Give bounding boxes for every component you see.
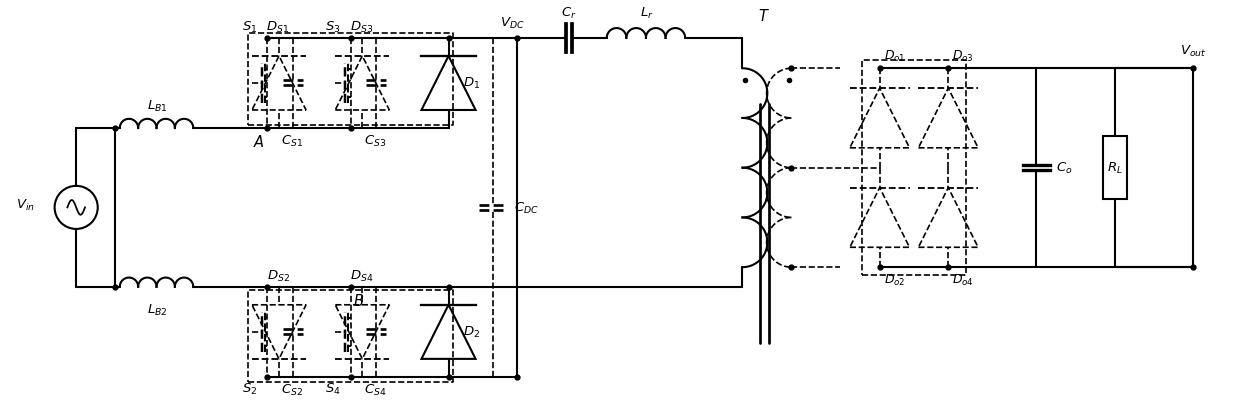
Text: $D_{S2}$: $D_{S2}$ <box>267 268 289 283</box>
Text: $D_2$: $D_2$ <box>464 325 480 339</box>
Text: B: B <box>353 293 363 308</box>
Text: $L_r$: $L_r$ <box>640 6 653 21</box>
Text: $V_{out}$: $V_{out}$ <box>1180 44 1207 59</box>
Text: $V_{DC}$: $V_{DC}$ <box>500 16 525 31</box>
Text: $C_{S1}$: $C_{S1}$ <box>281 133 304 149</box>
Text: $D_{S1}$: $D_{S1}$ <box>267 20 290 35</box>
Text: $L_{B1}$: $L_{B1}$ <box>148 99 167 114</box>
Text: $T$: $T$ <box>758 8 770 24</box>
Text: $D_{o1}$: $D_{o1}$ <box>884 49 905 64</box>
Text: $S_2$: $S_2$ <box>242 381 257 396</box>
Text: $C_r$: $C_r$ <box>562 6 577 21</box>
Text: $D_1$: $D_1$ <box>464 76 480 91</box>
Text: $C_{S4}$: $C_{S4}$ <box>365 382 387 397</box>
Text: $D_{o3}$: $D_{o3}$ <box>952 49 975 64</box>
Text: $R_L$: $R_L$ <box>1107 161 1122 176</box>
Text: $C_o$: $C_o$ <box>1056 161 1073 176</box>
Text: $D_{S4}$: $D_{S4}$ <box>350 268 373 283</box>
Text: $S_1$: $S_1$ <box>242 20 258 35</box>
Text: $L_{B2}$: $L_{B2}$ <box>148 302 167 317</box>
Text: $C_{DC}$: $C_{DC}$ <box>515 200 539 216</box>
Text: $V_{in}$: $V_{in}$ <box>16 197 35 212</box>
Text: $D_{S3}$: $D_{S3}$ <box>350 20 373 35</box>
Text: $D_{o4}$: $D_{o4}$ <box>952 273 975 287</box>
Text: A: A <box>253 135 263 150</box>
Text: $C_{S3}$: $C_{S3}$ <box>365 133 387 149</box>
Text: $S_3$: $S_3$ <box>325 20 341 35</box>
Text: $D_{o2}$: $D_{o2}$ <box>884 273 905 287</box>
Text: $S_4$: $S_4$ <box>325 381 341 396</box>
Text: $C_{S2}$: $C_{S2}$ <box>281 382 304 397</box>
